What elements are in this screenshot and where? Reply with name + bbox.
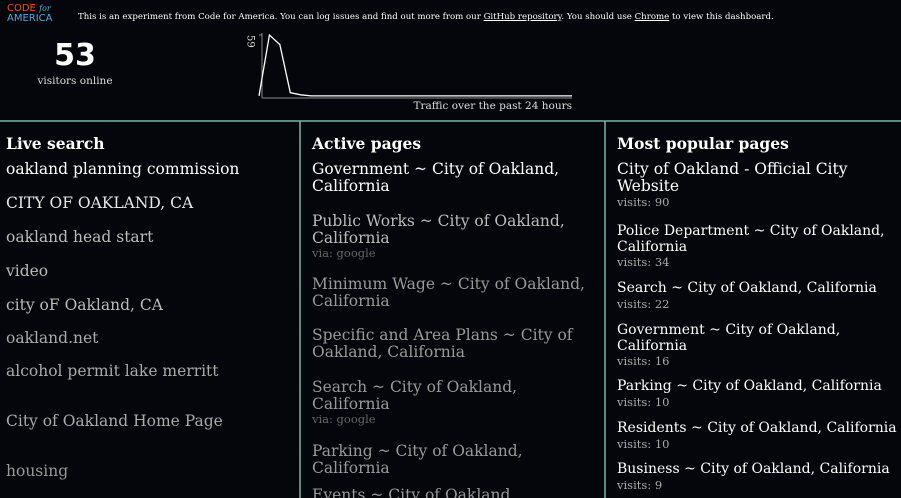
visits-count: 16 — [654, 354, 670, 368]
popular-page[interactable]: Parking ~ City of Oakland, California vis… — [617, 378, 897, 409]
visits-prefix: visits: — [617, 436, 652, 451]
page-title: Residents ~ City of Oakland, California — [617, 420, 897, 436]
github-link[interactable]: GitHub repository — [483, 12, 562, 22]
logo[interactable]: CODE for AMERICA — [7, 4, 53, 24]
search-item: oakland planning commission — [6, 160, 240, 178]
page-title: Search ~ City of Oakland, California — [312, 378, 518, 413]
visits-prefix: visits: — [617, 195, 652, 209]
search-item: city oF Oakland, CA — [6, 296, 163, 314]
page-referrer: via: google — [312, 246, 376, 260]
chrome-link[interactable]: Chrome — [634, 12, 670, 22]
page-visits: visits: 34 — [617, 255, 897, 269]
active-page[interactable]: Events ~ City of Oakland, California — [312, 487, 597, 498]
page-title: Events ~ City of Oakland, California — [312, 486, 516, 498]
page-title: Parking ~ City of Oakland, California — [312, 442, 523, 477]
popular-page[interactable]: Government ~ City of Oakland, California… — [617, 322, 897, 368]
popular-page[interactable]: Police Department ~ City of Oakland, Cal… — [617, 223, 897, 269]
logo-america: AMERICA — [7, 13, 53, 24]
visitor-count: 53 — [54, 38, 96, 73]
search-item: oakland head start — [6, 228, 154, 246]
live-search: Live search oakland planning commission CI… — [0, 122, 299, 498]
page-title: Government ~ City of Oakland, California — [617, 322, 841, 354]
section-title: Most popular pages — [617, 134, 789, 153]
traffic-line — [258, 33, 572, 97]
page-title: City of Oakland - Official City Website — [617, 160, 848, 195]
search-item: video — [6, 262, 49, 280]
visits-prefix: visits: — [617, 255, 652, 269]
active-page[interactable]: Search ~ City of Oakland, California via:… — [312, 379, 597, 426]
active-pages: Active pages Government ~ City of Oakland… — [306, 122, 604, 498]
active-page[interactable]: Minimum Wage ~ City of Oakland, Californ… — [312, 276, 597, 310]
logo-code: CODE — [7, 3, 36, 14]
section-title: Active pages — [312, 134, 422, 153]
popular-pages: Most popular pages City of Oakland - Offi… — [611, 122, 901, 498]
page-title: Minimum Wage ~ City of Oakland, Californ… — [312, 275, 585, 310]
notice: This is an experiment from Code for Amer… — [78, 12, 774, 22]
notice-text: . You should use — [561, 12, 635, 22]
page-title: Parking ~ City of Oakland, California — [617, 378, 882, 394]
search-item: housing — [6, 462, 69, 480]
search-item: City of Oakland Home Page — [6, 412, 223, 430]
active-page[interactable]: Public Works ~ City of Oakland, Californ… — [312, 213, 597, 260]
visits-count: 90 — [654, 195, 670, 209]
popular-page[interactable]: City of Oakland - Official City Website v… — [617, 160, 897, 210]
logo-for: for — [39, 4, 51, 13]
section-title: Live search — [6, 134, 105, 153]
visits-prefix: visits: — [617, 296, 652, 311]
page-visits: visits: 10 — [617, 395, 897, 409]
page-title: Public Works ~ City of Oakland, Californ… — [312, 212, 565, 247]
search-item: CITY OF OAKLAND, CA — [6, 194, 194, 212]
popular-page[interactable]: Search ~ City of Oakland, California visi… — [617, 280, 897, 311]
page-visits: visits: 10 — [617, 437, 897, 451]
search-item: oakland.net — [6, 329, 99, 347]
active-page[interactable]: Specific and Area Plans ~ City of Oaklan… — [312, 327, 597, 361]
page-title: Police Department ~ City of Oakland, Cal… — [617, 223, 885, 255]
search-item: alcohol permit lake merritt — [6, 362, 219, 380]
page-title: Government ~ City of Oakland, California — [312, 160, 560, 195]
y-tick-label: 59 — [245, 35, 256, 48]
visits-count: 34 — [654, 255, 670, 269]
page-title: Specific and Area Plans ~ City of Oaklan… — [312, 326, 573, 361]
chart-caption: Traffic over the past 24 hours — [413, 100, 572, 112]
page-visits: visits: 16 — [617, 354, 897, 368]
visits-count: 10 — [654, 436, 670, 451]
visits-prefix: visits: — [617, 354, 652, 368]
visits-count: 22 — [654, 296, 670, 311]
popular-page[interactable]: Business ~ City of Oakland, California vi… — [617, 461, 897, 492]
visits-prefix: visits: — [617, 477, 652, 492]
active-page[interactable]: Government ~ City of Oakland, California — [312, 161, 597, 195]
page-visits: visits: 9 — [617, 478, 897, 492]
visits-count: 9 — [654, 477, 663, 492]
popular-page[interactable]: Residents ~ City of Oakland, California v… — [617, 420, 897, 451]
page-referrer: via: google — [312, 412, 376, 426]
page-title: Business ~ City of Oakland, California — [617, 461, 890, 477]
page-title: Search ~ City of Oakland, California — [617, 280, 877, 296]
notice-text: This is an experiment from Code for Amer… — [78, 12, 484, 22]
page-visits: visits: 90 — [617, 195, 897, 209]
notice-text: to view this dashboard. — [669, 12, 774, 22]
page-visits: visits: 22 — [617, 297, 897, 311]
active-page[interactable]: Parking ~ City of Oakland, California — [312, 443, 597, 477]
visits-prefix: visits: — [617, 394, 652, 409]
visitor-label: visitors online — [37, 75, 113, 87]
visits-count: 10 — [654, 394, 670, 409]
